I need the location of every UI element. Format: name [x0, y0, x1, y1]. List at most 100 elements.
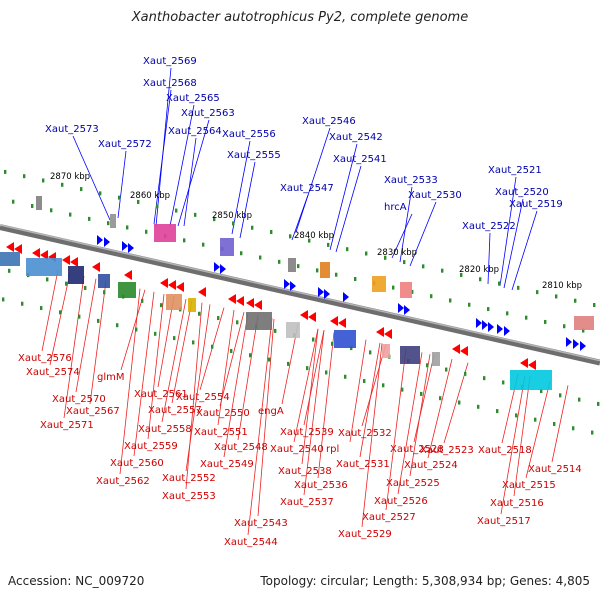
lower-gene-label: Xaut_2516: [490, 498, 544, 509]
tick-dot-inner: [50, 208, 53, 213]
lower-gene-label: Xaut_2537: [280, 497, 334, 508]
tick-dot-lower-outer: [496, 409, 499, 414]
tick-dot-outer: [80, 187, 83, 192]
lower-gene-label: Xaut_2538: [278, 466, 332, 477]
reverse-gene-arrow: [32, 248, 40, 258]
genome-backbone: [0, 224, 600, 366]
lower-gene-label: engA: [258, 406, 284, 417]
gene-block: [286, 322, 300, 338]
upper-leader-line: [153, 89, 172, 225]
tick-dot-lower: [540, 389, 543, 394]
gene-block: [574, 316, 594, 330]
tick-dot-inner: [525, 315, 528, 320]
tick-dot-lower: [445, 367, 448, 372]
reverse-gene-arrow: [176, 282, 184, 292]
tick-dot-inner: [544, 319, 547, 324]
upper-gene-label: Xaut_2522: [462, 221, 516, 232]
reverse-gene-arrow: [40, 250, 48, 260]
tick-dot-outer: [175, 208, 178, 213]
lower-gene-label: Xaut_2525: [386, 478, 440, 489]
lower-gene-label: Xaut_2548: [214, 442, 268, 453]
tick-dot-outer: [365, 251, 368, 256]
tick-dot-inner: [582, 328, 585, 333]
kbp-tick-label: 2870 kbp: [50, 172, 90, 182]
lower-leader-line: [349, 339, 367, 443]
tick-dot-outer: [4, 169, 7, 174]
lower-gene-label: Xaut_2550: [196, 408, 250, 419]
tick-dot-lower-outer: [363, 379, 366, 384]
tick-dot-inner: [392, 285, 395, 290]
tick-dot-outer: [460, 272, 463, 277]
tick-dot-inner: [563, 324, 566, 329]
gene-block: [220, 238, 234, 256]
lower-gene-label: Xaut_2558: [138, 424, 192, 435]
tick-dot-outer: [422, 264, 425, 269]
upper-gene-label: Xaut_2568: [143, 78, 197, 89]
kbp-tick-label: 2840 kbp: [294, 231, 334, 241]
lower-leader-line: [303, 330, 325, 496]
tick-dot-lower-outer: [287, 361, 290, 366]
tick-dot-outer: [194, 212, 197, 217]
upper-leader-line: [117, 150, 127, 219]
tick-dot-lower-outer: [211, 344, 214, 349]
upper-gene-label: Xaut_2530: [408, 190, 462, 201]
lower-gene-label: Xaut_2557: [148, 405, 202, 416]
tick-dot-outer: [517, 285, 520, 290]
tick-dot-lower: [464, 371, 467, 376]
upper-leader-line: [72, 135, 111, 221]
gene-block: [118, 282, 136, 298]
lower-gene-label: Xaut_2551: [194, 427, 248, 438]
tick-dot-lower-outer: [534, 417, 537, 422]
tick-dot-inner: [259, 255, 262, 260]
forward-gene-arrow: [398, 303, 404, 313]
tick-dot-inner: [354, 277, 357, 282]
reverse-gene-arrow: [6, 242, 14, 252]
gene-block: [400, 346, 420, 364]
lower-gene-label: Xaut_2567: [66, 406, 120, 417]
lower-gene-label: Xaut_2559: [124, 441, 178, 452]
lower-gene-label: Xaut_2549: [200, 459, 254, 470]
tick-dot-lower: [312, 337, 315, 342]
reverse-gene-arrow: [124, 270, 132, 280]
forward-gene-arrow: [104, 237, 110, 247]
tick-dot-lower-outer: [249, 353, 252, 358]
tick-dot-lower: [502, 380, 505, 385]
tick-dot-outer: [23, 174, 26, 179]
lower-gene-label: Xaut_2529: [338, 529, 392, 540]
lower-gene-label: Xaut_2526: [374, 496, 428, 507]
lower-leader-line: [75, 278, 97, 393]
lower-leader-line: [185, 302, 203, 490]
lower-gene-label: Xaut_2517: [477, 516, 531, 527]
upper-leader-line: [177, 119, 210, 227]
reverse-gene-arrow: [308, 312, 316, 322]
tick-dot-lower-outer: [477, 404, 480, 409]
lower-leader-line: [500, 375, 526, 515]
lower-leader-line: [525, 381, 551, 479]
tick-dot-lower: [350, 346, 353, 351]
gene-block: [334, 330, 356, 348]
tick-dot-inner: [31, 204, 34, 209]
tick-dot-lower-outer: [78, 314, 81, 319]
reverse-gene-arrow: [160, 278, 168, 288]
tick-dot-inner: [430, 294, 433, 299]
tick-dot-inner: [316, 268, 319, 273]
tick-dot-inner: [449, 298, 452, 303]
lower-leader-line: [301, 328, 319, 465]
tick-dot-inner: [126, 225, 129, 230]
upper-gene-label: Xaut_2565: [166, 93, 220, 104]
reverse-gene-arrow: [300, 310, 308, 320]
tick-dot-lower-outer: [97, 318, 100, 323]
tick-dot-outer: [61, 182, 64, 187]
lower-gene-label: Xaut_2576: [18, 353, 72, 364]
reverse-gene-arrow: [384, 329, 392, 339]
forward-gene-arrow: [343, 292, 349, 302]
tick-dot-lower: [597, 401, 600, 406]
forward-gene-arrow: [128, 243, 134, 253]
lower-leader-line: [551, 385, 569, 463]
tick-dot-outer: [574, 298, 577, 303]
tick-dot-lower: [46, 277, 49, 282]
tick-dot-lower-outer: [59, 310, 62, 315]
tick-dot-lower: [8, 268, 11, 273]
upper-leader-line: [329, 143, 358, 251]
